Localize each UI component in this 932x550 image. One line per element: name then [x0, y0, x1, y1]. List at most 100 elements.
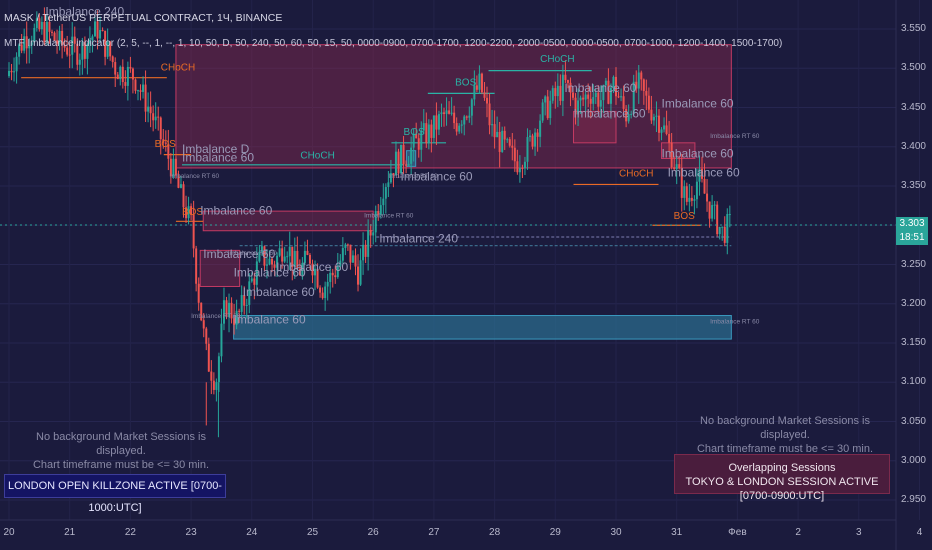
candle-body: [93, 21, 96, 37]
candle-body: [642, 79, 645, 91]
candle-body: [617, 96, 620, 98]
imbalance-zone: [573, 110, 617, 144]
candle-body: [48, 21, 51, 32]
candle-body: [678, 164, 681, 169]
session-note-right-line2: Chart timeframe must be <= 30 min.: [696, 443, 874, 455]
candle-body: [349, 244, 352, 263]
candle-body: [422, 123, 425, 131]
candle-body: [652, 116, 655, 121]
candle-body: [559, 85, 562, 101]
candle-body: [480, 73, 483, 93]
candle-body: [382, 198, 385, 206]
candle-body: [129, 66, 132, 69]
chart-annotations: CHoCHBOSBOSCHoCHBOSBOSCHoCHCHoCHBOSImbal…: [45, 5, 759, 327]
candle-body: [723, 226, 726, 243]
candle-body: [192, 214, 195, 249]
candle-body: [460, 124, 463, 126]
candle-body: [222, 300, 225, 324]
candle-body: [602, 85, 605, 101]
price-tick-label: 3.500: [900, 62, 926, 74]
imbalance-label: Imbalance 60: [203, 247, 275, 261]
candle-body: [174, 158, 177, 176]
candle-body: [374, 210, 377, 233]
candle-body: [523, 161, 526, 169]
candle-body: [473, 85, 476, 100]
symbol-title[interactable]: MASK / TetherUS PERPETUAL CONTRACT, 1Ч, …: [4, 12, 283, 24]
overlapping-sessions-text: TOKYO & LONDON SESSION ACTIVE [0700-0900…: [685, 476, 879, 502]
imbalance-label: Imbalance 60: [234, 312, 306, 326]
candle-body: [612, 76, 615, 89]
candle-body: [630, 113, 633, 115]
imbalance-rt-label: Imbalance RT 60: [191, 313, 241, 320]
candle-body: [38, 18, 41, 30]
session-note-left-line1: No background Market Sessions is display…: [36, 431, 206, 457]
chart-grid: [0, 0, 920, 520]
candle-body: [15, 56, 18, 72]
candle-body: [324, 286, 327, 299]
candle-body: [33, 27, 36, 43]
candle-body: [167, 143, 170, 159]
price-tick-label: 3.150: [900, 337, 926, 348]
candle-body: [440, 112, 443, 115]
session-note-left-line2: Chart timeframe must be <= 30 min.: [32, 459, 210, 471]
candle-body: [432, 115, 435, 138]
candle-body: [427, 124, 430, 144]
candle-body: [417, 138, 420, 150]
candle-body: [86, 43, 89, 59]
overlapping-sessions-banner: Overlapping Sessions TOKYO & LONDON SESS…: [674, 454, 890, 502]
candle-body: [159, 117, 162, 140]
imbalance-label: Imbalance 60: [182, 151, 254, 165]
candle-body: [147, 106, 150, 112]
price-tick-label: 3.400: [900, 140, 926, 152]
candle-body: [377, 210, 380, 215]
candle-body: [592, 97, 595, 104]
candle-body: [412, 133, 415, 148]
indicator-legend[interactable]: MTF Imbalance indicator (2, 5, --, 1, --…: [4, 38, 783, 49]
candle-body: [529, 135, 532, 138]
imbalance-zones: [175, 44, 732, 340]
candle-body: [30, 42, 33, 46]
candle-body: [296, 250, 299, 270]
candle-body: [443, 112, 446, 114]
session-note-right: No background Market Sessions is display…: [680, 414, 890, 456]
candle-body: [56, 40, 59, 44]
candle-body: [379, 205, 382, 215]
candle-body: [486, 97, 489, 104]
candle-body: [139, 90, 142, 92]
candle-body: [665, 125, 668, 134]
candle-body: [551, 88, 554, 101]
candle-body: [511, 145, 514, 148]
structure-label: CHoCH: [300, 151, 334, 162]
candle-body: [607, 80, 610, 104]
candle-body: [179, 184, 182, 188]
candle-body: [291, 246, 294, 268]
candle-body: [450, 112, 453, 114]
session-note-left: No background Market Sessions is display…: [16, 430, 226, 472]
candle-body: [172, 158, 175, 177]
candle-body: [437, 114, 440, 130]
candle-body: [470, 99, 473, 116]
candle-body: [675, 164, 678, 170]
candle-body: [263, 246, 266, 266]
candle-body: [169, 158, 172, 177]
candle-body: [397, 151, 400, 174]
candle-body: [655, 115, 658, 117]
candle-body: [35, 18, 38, 28]
candle-body: [298, 269, 301, 275]
candle-body: [114, 62, 117, 75]
candle-body: [594, 92, 597, 98]
time-tick-label: 4: [916, 527, 923, 538]
candle-body: [346, 244, 349, 246]
candle-body: [81, 42, 84, 60]
imbalance-rt-label: Imbalance RT 60: [710, 133, 760, 140]
candle-body: [688, 197, 691, 202]
candle-body: [695, 181, 698, 200]
time-tick-label: 3: [856, 527, 862, 538]
candle-body: [584, 94, 587, 100]
candle-body: [23, 36, 26, 51]
candle-body: [20, 44, 23, 51]
candle-body: [392, 173, 395, 176]
candle-body: [637, 72, 640, 89]
candle-body: [680, 168, 683, 198]
